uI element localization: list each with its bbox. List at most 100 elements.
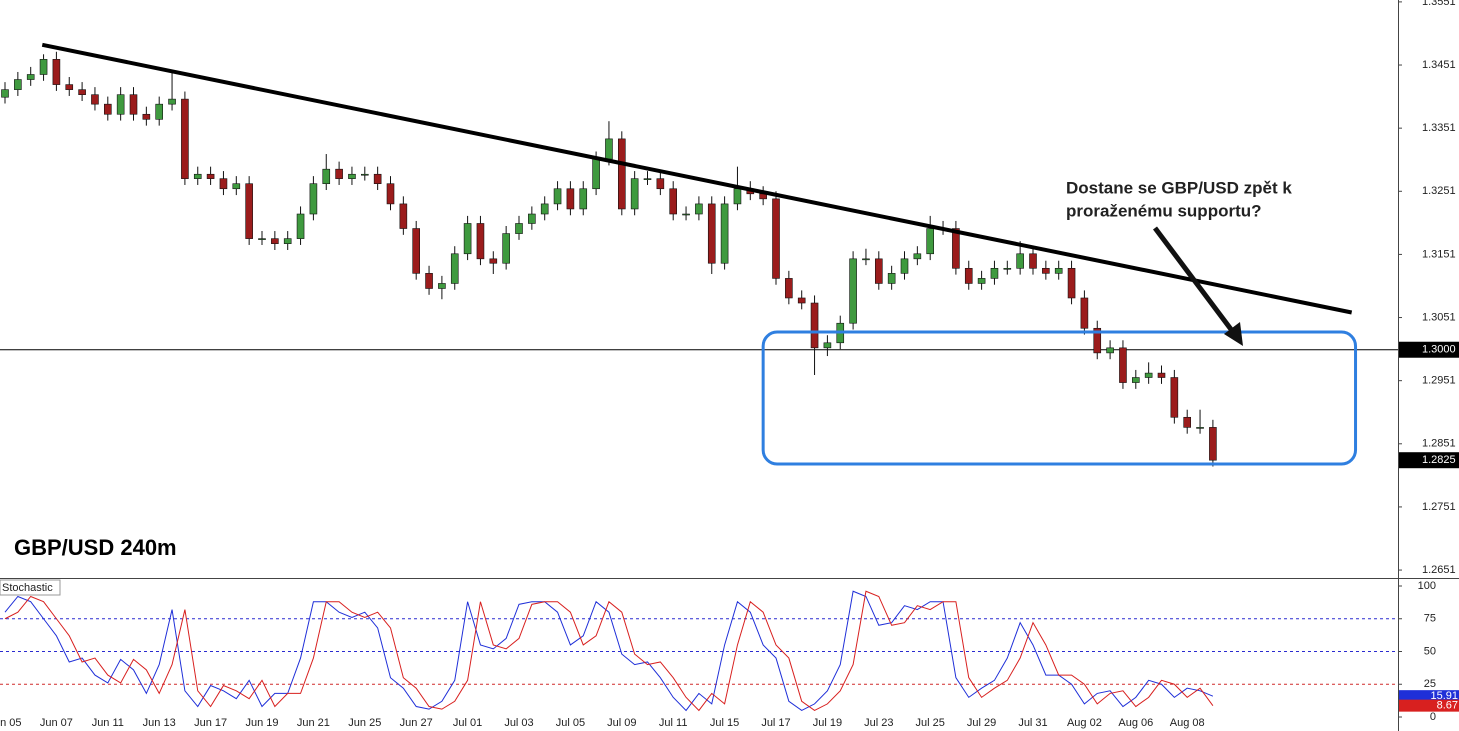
- x-tick-label: Aug 02: [1067, 717, 1102, 729]
- candle-body: [990, 267, 999, 279]
- y-tick-label: 1.2851: [1422, 438, 1456, 450]
- candle-body: [772, 198, 780, 279]
- candle-body: [52, 59, 61, 85]
- x-tick-label: Jul 01: [453, 717, 482, 729]
- candle-body: [91, 94, 99, 105]
- candle-body: [669, 188, 678, 215]
- candle-body: [65, 84, 74, 90]
- x-tick-label: Jun 07: [40, 717, 73, 729]
- price-label-box: [1399, 452, 1459, 469]
- candle-body: [412, 228, 421, 274]
- y-tick-label: 75: [1424, 613, 1436, 625]
- x-tick-label: Jul 11: [659, 717, 688, 729]
- candle-body: [592, 158, 600, 190]
- candle-body: [168, 98, 176, 105]
- y-tick-label: 1.3251: [1422, 185, 1456, 197]
- candle-body: [1016, 253, 1024, 269]
- candle-body: [335, 168, 343, 179]
- candle-body: [322, 168, 331, 185]
- x-tick-label: Jul 15: [710, 717, 739, 729]
- candle-body: [258, 238, 266, 240]
- y-tick-label: 1.3151: [1422, 248, 1456, 260]
- indicator-title: Stochastic: [2, 582, 53, 594]
- candle-body: [245, 183, 253, 239]
- candle-body: [707, 203, 716, 264]
- y-tick-label: 1.3551: [1422, 0, 1456, 8]
- candle-body: [155, 103, 163, 120]
- candle-body: [1157, 372, 1166, 378]
- y-tick-label: 1.2951: [1422, 375, 1456, 387]
- x-tick-label: Jul 17: [761, 717, 790, 729]
- candle-body: [309, 183, 318, 215]
- candle-body: [656, 178, 665, 190]
- arrow-shaft: [1153, 226, 1238, 338]
- candle-body: [579, 188, 588, 210]
- candle-body: [630, 178, 639, 210]
- candle-body: [1144, 372, 1153, 378]
- candle-body: [14, 79, 22, 90]
- price-pane: 1.3551 1.3451 1.3351 1.3251 1.3151 1.3051 1.29…: [0, 0, 1459, 576]
- price-label: 1.2825: [1422, 454, 1456, 466]
- annotation-line: proraženému supportu?: [1066, 201, 1262, 220]
- y-tick-label: 1.3451: [1422, 59, 1456, 71]
- candle-body: [862, 258, 870, 261]
- x-tick-label: Jul 29: [967, 717, 996, 729]
- candle-body: [425, 273, 433, 289]
- y-tick-label: 1.3351: [1422, 122, 1456, 134]
- candle-body: [283, 238, 292, 244]
- candle-body: [360, 173, 369, 176]
- y-tick-label: 0: [1430, 711, 1436, 723]
- candle-body: [26, 74, 35, 80]
- y-tick-label: 1.2651: [1422, 564, 1456, 576]
- candle-body: [605, 138, 613, 160]
- candle-body: [964, 267, 973, 284]
- candle-body: [348, 173, 356, 179]
- x-tick-label: Jun 25: [348, 717, 381, 729]
- value-label-box: [1399, 699, 1459, 712]
- candle-body: [193, 173, 202, 179]
- candle-body: [206, 173, 215, 179]
- candle-body: [129, 94, 138, 115]
- candle-body: [219, 178, 228, 190]
- annotation-line: Dostane se GBP/USD zpět k: [1066, 178, 1292, 197]
- candle-body: [450, 253, 459, 284]
- stochastic-line: [4, 590, 1214, 712]
- candle-body: [797, 297, 806, 304]
- arrow-head: [1224, 322, 1243, 346]
- candle-body: [977, 278, 986, 284]
- candle-body: [489, 258, 498, 264]
- candle-body: [617, 138, 626, 210]
- candle-body: [528, 213, 536, 224]
- trendline: [41, 42, 1353, 315]
- candle-body: [1080, 297, 1089, 329]
- candle-body: [181, 98, 189, 179]
- candle-body: [1054, 267, 1063, 274]
- x-tick-label: Jul 09: [607, 717, 636, 729]
- candle-body: [373, 173, 382, 185]
- candle-body: [463, 223, 472, 255]
- candle-body: [1170, 377, 1179, 418]
- x-tick-label: Jul 19: [813, 717, 842, 729]
- candle-body: [1209, 427, 1217, 461]
- x-tick-label: Jun 05: [0, 717, 22, 729]
- y-tick-label: 25: [1424, 678, 1436, 690]
- candle-body: [553, 188, 562, 205]
- candle-body: [733, 188, 742, 205]
- candle-body: [232, 183, 241, 190]
- candle-body: [913, 253, 922, 260]
- zone-box: [761, 330, 1358, 466]
- candle-body: [502, 233, 510, 264]
- indicator-label-box: [0, 579, 61, 596]
- annotation-box: [1006, 148, 1294, 226]
- candle-body: [1, 89, 9, 98]
- x-tick-label: Aug 08: [1170, 717, 1205, 729]
- stochastic-line: [4, 590, 1214, 712]
- x-tick-label: Jul 25: [916, 717, 945, 729]
- candle-body: [39, 59, 48, 75]
- candle-body: [926, 228, 935, 255]
- x-tick-label: Jun 11: [92, 717, 124, 729]
- price-label-box: [1399, 341, 1459, 358]
- x-tick-label: Jul 31: [1018, 717, 1047, 729]
